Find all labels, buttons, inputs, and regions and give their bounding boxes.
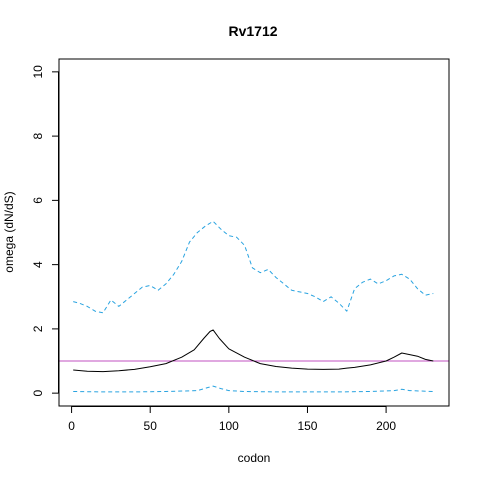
y-tick-label: 8: [31, 132, 45, 139]
x-axis: 0 50 100 150 200: [68, 406, 396, 433]
x-axis-label: codon: [238, 451, 271, 465]
x-tick-label: 200: [376, 419, 396, 433]
y-tick-label: 4: [31, 261, 45, 268]
y-axis-label: omega (dN/dS): [2, 191, 16, 272]
x-tick-label: 0: [68, 419, 75, 433]
series-line-2: [73, 220, 434, 314]
series-line-3: [73, 385, 434, 393]
series-layer: [59, 220, 449, 393]
y-axis: 0 2 4 6 8 10: [31, 65, 59, 396]
x-tick-label: 50: [144, 419, 158, 433]
y-tick-label: 2: [31, 325, 45, 332]
x-tick-label: 150: [297, 419, 317, 433]
series-line-1: [73, 329, 434, 373]
chart-title: Rv1712: [228, 23, 277, 39]
y-tick-label: 0: [31, 389, 45, 396]
y-tick-label: 6: [31, 197, 45, 204]
x-tick-label: 100: [219, 419, 239, 433]
y-tick-label: 10: [31, 65, 45, 79]
